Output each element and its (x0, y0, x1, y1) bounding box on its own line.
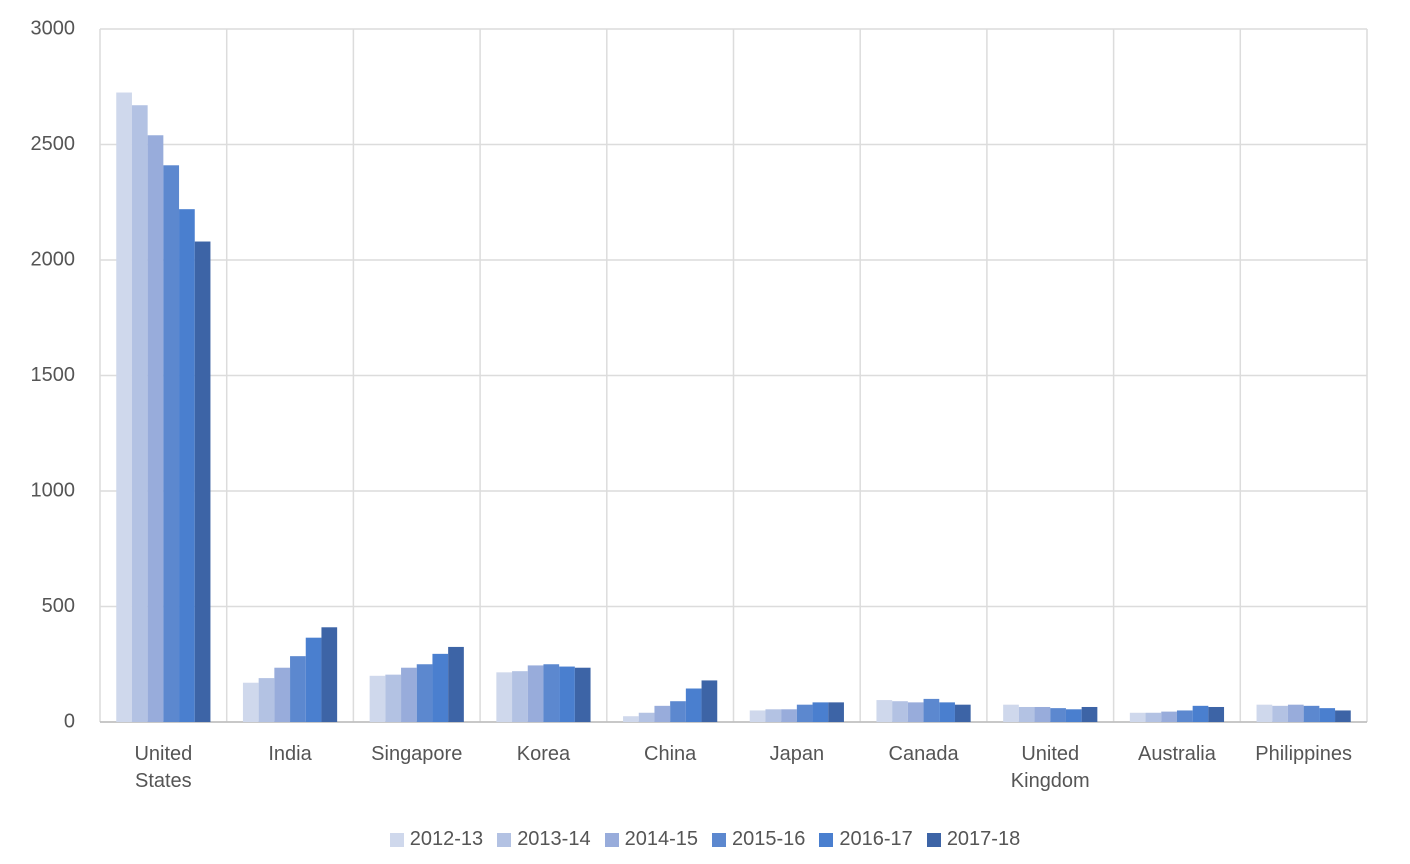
bar (1208, 706, 1225, 722)
bar (574, 667, 591, 722)
y-tick-label: 1000 (31, 479, 76, 501)
legend-swatch (926, 832, 941, 847)
bar (1145, 712, 1162, 722)
x-tick-label: Australia (1138, 743, 1216, 765)
bar (876, 700, 893, 722)
legend-label: 2017-18 (946, 828, 1021, 850)
bar (1003, 704, 1019, 722)
y-tick-label: 3000 (31, 17, 76, 39)
bar (432, 653, 449, 722)
legend-item: 2012-13 (389, 828, 484, 851)
bar (892, 701, 908, 722)
x-tick-label: United States (134, 743, 193, 792)
bar (512, 671, 528, 722)
bar (1034, 706, 1051, 722)
legend-label: 2013-14 (517, 828, 591, 850)
bar (781, 709, 797, 722)
bar (1065, 709, 1082, 722)
bar (131, 105, 148, 723)
bar (1272, 705, 1288, 722)
bar (1192, 705, 1209, 722)
bar (258, 678, 275, 722)
x-tick-label: Canada (888, 743, 959, 765)
bar (559, 666, 575, 722)
legend-item: 2016-17 (819, 828, 913, 851)
bar (1303, 705, 1320, 722)
bar (1081, 706, 1098, 722)
bar (765, 709, 782, 722)
legend-label: 2015-16 (732, 828, 806, 850)
bar (701, 680, 718, 722)
bar (242, 682, 259, 722)
legend-item: 2015-16 (712, 828, 805, 851)
y-tick-label: 1500 (31, 364, 76, 386)
legend-swatch (497, 832, 512, 847)
bar (116, 92, 132, 722)
legend-label: 2012-13 (409, 828, 484, 850)
bar (954, 704, 971, 722)
legend-item: 2017-18 (926, 828, 1021, 851)
legend-swatch (712, 832, 726, 847)
x-tick-label: Philippines (1255, 743, 1352, 765)
bar (321, 627, 338, 722)
bar (654, 705, 671, 722)
bar (1287, 704, 1304, 722)
y-tick-label: 500 (42, 595, 75, 617)
bar (147, 135, 164, 722)
x-tick-label: Singapore (371, 743, 463, 765)
legend-label: 2016-17 (839, 828, 913, 850)
x-tick-label: United Kingdom (1010, 743, 1090, 792)
bar (907, 702, 924, 722)
bar (163, 165, 180, 723)
legend-swatch (604, 832, 619, 847)
bar (496, 672, 513, 722)
bar (1129, 712, 1146, 722)
legend: 2012-13 2013-14 2014-15 2015-16 2016-17 2017-… (0, 828, 1410, 851)
bar (685, 688, 702, 722)
legend-item: 2013-14 (497, 828, 591, 851)
bar (1018, 706, 1035, 722)
y-tick-label: 0 (64, 710, 75, 732)
bar (448, 646, 464, 722)
bar (796, 704, 813, 722)
bar (179, 209, 195, 722)
x-tick-label: Korea (516, 743, 571, 765)
bar (1161, 711, 1177, 722)
legend-label: 2014-15 (624, 828, 698, 850)
bar (1176, 710, 1193, 722)
bar (527, 665, 544, 722)
y-tick-label: 2500 (31, 133, 76, 155)
bar (401, 667, 417, 722)
legend-swatch (389, 832, 404, 847)
x-tick-label: Japan (769, 743, 825, 765)
bar (194, 241, 211, 722)
bar (749, 710, 766, 722)
x-tick-label: India (268, 743, 312, 765)
bar (939, 702, 955, 722)
x-tick-label: China (644, 743, 697, 765)
bar (670, 701, 686, 722)
bar (1050, 708, 1066, 722)
bar (828, 702, 844, 722)
bar (812, 702, 829, 722)
bar (923, 698, 940, 722)
bar (543, 664, 560, 722)
bar (274, 667, 291, 722)
bar (416, 664, 433, 722)
legend-swatch (819, 832, 834, 847)
bar (305, 637, 322, 722)
legend-item: 2014-15 (604, 828, 698, 851)
bar (290, 656, 306, 722)
bar (1335, 710, 1351, 722)
bar (1319, 708, 1336, 722)
bar (623, 716, 639, 722)
bar (1256, 704, 1273, 722)
bar (385, 674, 402, 722)
y-tick-label: 2000 (31, 248, 76, 270)
bar (369, 675, 386, 722)
bar (638, 712, 655, 722)
